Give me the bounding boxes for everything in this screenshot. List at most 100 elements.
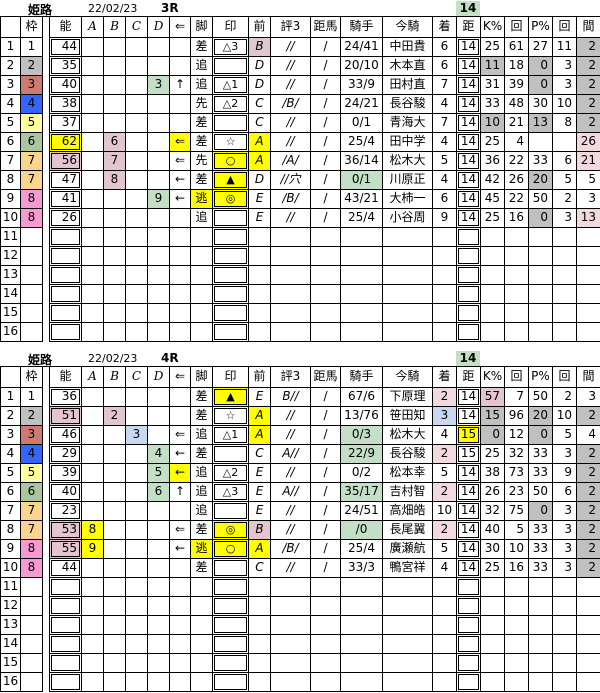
cell-waku[interactable] bbox=[21, 597, 43, 616]
cell-mae[interactable]: A bbox=[249, 133, 271, 152]
cell-b[interactable] bbox=[104, 114, 126, 133]
cell-num[interactable]: 9 bbox=[1, 190, 21, 209]
cell-imaki[interactable]: 青海大 bbox=[383, 114, 433, 133]
cell-imaki[interactable] bbox=[383, 578, 433, 597]
cell-kai2[interactable] bbox=[553, 673, 577, 692]
cell-imaki[interactable]: 木本直 bbox=[383, 57, 433, 76]
cell-no[interactable] bbox=[50, 654, 82, 673]
cell-waku[interactable]: 6 bbox=[21, 133, 43, 152]
cell-kai1[interactable] bbox=[505, 304, 529, 323]
cell-kpct[interactable]: 15 bbox=[481, 407, 505, 426]
cell-chaku[interactable] bbox=[433, 654, 457, 673]
cell-num[interactable]: 7 bbox=[1, 152, 21, 171]
cell-mae[interactable]: A bbox=[249, 426, 271, 445]
horse-row[interactable]: 3 3 40 3 ↑ 追 △1 D///33/9 田村直 7 14 31 39 0 3 2 bbox=[1, 76, 600, 95]
horse-row[interactable]: 12 bbox=[1, 247, 600, 266]
cell-hyo3[interactable]: // bbox=[271, 209, 311, 228]
cell-a[interactable] bbox=[82, 407, 104, 426]
cell-chaku[interactable]: 2 bbox=[433, 483, 457, 502]
cell-a[interactable] bbox=[82, 502, 104, 521]
cell-kishu[interactable]: 25/4 bbox=[341, 209, 383, 228]
cell-chaku[interactable] bbox=[433, 266, 457, 285]
cell-c[interactable] bbox=[126, 38, 148, 57]
cell-d[interactable] bbox=[148, 426, 170, 445]
cell-kyoba[interactable] bbox=[311, 578, 341, 597]
cell-kishu[interactable] bbox=[341, 323, 383, 342]
cell-kai2[interactable]: 9 bbox=[553, 464, 577, 483]
cell-arrow[interactable] bbox=[170, 635, 191, 654]
cell-hyo3[interactable]: /A/ bbox=[271, 152, 311, 171]
cell-kai1[interactable] bbox=[505, 673, 529, 692]
cell-a[interactable]: 8 bbox=[82, 521, 104, 540]
cell-c[interactable] bbox=[126, 597, 148, 616]
cell-imaki[interactable]: 長谷駿 bbox=[383, 445, 433, 464]
cell-kpct[interactable] bbox=[481, 285, 505, 304]
cell-d[interactable] bbox=[148, 597, 170, 616]
cell-kyoba[interactable] bbox=[311, 247, 341, 266]
cell-arrow[interactable] bbox=[170, 388, 191, 407]
cell-mae[interactable]: B bbox=[249, 521, 271, 540]
cell-imaki[interactable]: 松本幸 bbox=[383, 464, 433, 483]
cell-b[interactable] bbox=[104, 578, 126, 597]
cell-b[interactable] bbox=[104, 635, 126, 654]
cell-kpct[interactable]: 10 bbox=[481, 114, 505, 133]
cell-kyori[interactable]: 14 bbox=[457, 76, 481, 95]
cell-ppct[interactable] bbox=[529, 228, 553, 247]
cell-aida[interactable]: 2 bbox=[577, 483, 600, 502]
cell-imaki[interactable]: 松木大 bbox=[383, 152, 433, 171]
cell-kishu[interactable] bbox=[341, 266, 383, 285]
cell-mae[interactable]: E bbox=[249, 388, 271, 407]
cell-d[interactable] bbox=[148, 38, 170, 57]
cell-kai2[interactable] bbox=[553, 616, 577, 635]
cell-kyaku[interactable]: 差 bbox=[191, 521, 213, 540]
cell-waku[interactable] bbox=[21, 673, 43, 692]
cell-hyo3[interactable] bbox=[271, 266, 311, 285]
cell-kyoba[interactable] bbox=[311, 266, 341, 285]
cell-kishu[interactable] bbox=[341, 285, 383, 304]
cell-ppct[interactable] bbox=[529, 323, 553, 342]
cell-mae[interactable]: A bbox=[249, 540, 271, 559]
horse-row[interactable]: 11 bbox=[1, 578, 600, 597]
cell-kai1[interactable] bbox=[505, 266, 529, 285]
cell-c[interactable] bbox=[126, 616, 148, 635]
cell-imaki[interactable]: 下原理 bbox=[383, 388, 433, 407]
cell-a[interactable] bbox=[82, 57, 104, 76]
cell-mae[interactable] bbox=[249, 247, 271, 266]
cell-c[interactable] bbox=[126, 388, 148, 407]
cell-kai1[interactable]: 96 bbox=[505, 407, 529, 426]
cell-kishu[interactable] bbox=[341, 597, 383, 616]
cell-kyaku[interactable] bbox=[191, 285, 213, 304]
cell-mae[interactable] bbox=[249, 323, 271, 342]
cell-mark[interactable]: ◎ bbox=[213, 190, 249, 209]
cell-kai2[interactable]: 5 bbox=[553, 426, 577, 445]
cell-b[interactable] bbox=[104, 426, 126, 445]
cell-aida[interactable]: 2 bbox=[577, 38, 600, 57]
cell-kai2[interactable] bbox=[553, 304, 577, 323]
horse-row[interactable]: 4 4 29 4 ← 差 C A///22/9 長谷駿 2 15 25 32 33 3 2 bbox=[1, 445, 600, 464]
cell-no[interactable]: 62 bbox=[50, 133, 82, 152]
cell-kai2[interactable]: 3 bbox=[553, 76, 577, 95]
cell-b[interactable] bbox=[104, 559, 126, 578]
cell-kyoba[interactable] bbox=[311, 228, 341, 247]
cell-kishu[interactable]: 67/6 bbox=[341, 388, 383, 407]
cell-waku[interactable]: 4 bbox=[21, 95, 43, 114]
cell-hyo3[interactable] bbox=[271, 304, 311, 323]
cell-kyaku[interactable]: 先 bbox=[191, 95, 213, 114]
cell-no[interactable] bbox=[50, 285, 82, 304]
cell-imaki[interactable]: 川原正 bbox=[383, 171, 433, 190]
cell-b[interactable] bbox=[104, 502, 126, 521]
cell-kai1[interactable]: 16 bbox=[505, 559, 529, 578]
cell-num[interactable]: 11 bbox=[1, 228, 21, 247]
cell-mark[interactable] bbox=[213, 266, 249, 285]
cell-num[interactable]: 8 bbox=[1, 521, 21, 540]
cell-b[interactable] bbox=[104, 209, 126, 228]
cell-kai1[interactable]: 22 bbox=[505, 152, 529, 171]
cell-d[interactable] bbox=[148, 323, 170, 342]
horse-row[interactable]: 15 bbox=[1, 304, 600, 323]
cell-kpct[interactable]: 25 bbox=[481, 133, 505, 152]
cell-aida[interactable] bbox=[577, 635, 600, 654]
cell-kyaku[interactable]: 追 bbox=[191, 209, 213, 228]
cell-num[interactable]: 3 bbox=[1, 76, 21, 95]
cell-d[interactable] bbox=[148, 266, 170, 285]
cell-d[interactable] bbox=[148, 285, 170, 304]
